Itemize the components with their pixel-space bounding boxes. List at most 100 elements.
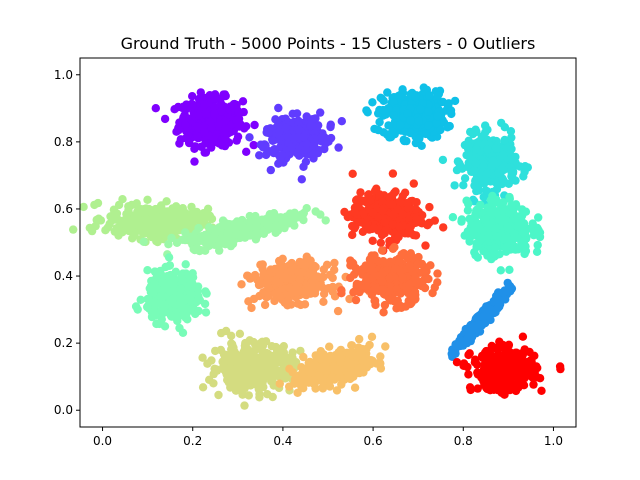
data-point bbox=[376, 238, 385, 247]
data-point bbox=[506, 282, 515, 291]
data-point bbox=[170, 105, 179, 114]
data-point bbox=[227, 339, 236, 348]
data-point bbox=[112, 209, 122, 218]
data-point bbox=[207, 143, 216, 152]
data-point bbox=[453, 157, 463, 166]
data-point bbox=[515, 162, 525, 171]
data-point bbox=[224, 223, 233, 232]
data-point bbox=[380, 300, 390, 310]
data-point bbox=[150, 279, 159, 288]
data-point bbox=[200, 127, 209, 137]
data-point bbox=[232, 136, 241, 145]
data-point bbox=[257, 368, 267, 377]
data-point bbox=[436, 125, 445, 135]
data-point bbox=[472, 206, 481, 215]
data-point bbox=[245, 133, 254, 142]
data-point bbox=[521, 228, 530, 237]
points-layer bbox=[69, 83, 565, 410]
data-point bbox=[183, 212, 193, 221]
data-point bbox=[356, 347, 366, 356]
data-point bbox=[308, 282, 317, 291]
data-point bbox=[196, 232, 206, 241]
data-point bbox=[381, 342, 390, 351]
data-point bbox=[424, 121, 433, 130]
data-point bbox=[181, 260, 190, 269]
data-point bbox=[396, 197, 405, 207]
data-point bbox=[293, 388, 302, 397]
data-point bbox=[556, 364, 565, 374]
data-point bbox=[359, 368, 368, 377]
data-point bbox=[471, 159, 480, 168]
data-point bbox=[383, 88, 392, 97]
data-point bbox=[370, 254, 379, 264]
data-point bbox=[302, 112, 311, 121]
data-point bbox=[469, 166, 478, 175]
data-point bbox=[133, 305, 142, 314]
data-point bbox=[484, 224, 493, 233]
data-point bbox=[188, 102, 197, 111]
data-point bbox=[206, 117, 215, 127]
data-point bbox=[156, 266, 165, 276]
data-point bbox=[292, 109, 302, 118]
data-point bbox=[457, 217, 466, 226]
data-point bbox=[337, 380, 346, 389]
data-point bbox=[319, 289, 329, 299]
data-point bbox=[353, 195, 362, 204]
data-point bbox=[244, 297, 253, 306]
data-point bbox=[359, 209, 368, 219]
data-point bbox=[271, 289, 280, 298]
data-point bbox=[200, 100, 209, 109]
data-point bbox=[398, 85, 407, 94]
data-point bbox=[299, 162, 308, 171]
data-point bbox=[403, 109, 412, 118]
data-point bbox=[209, 379, 218, 388]
data-point bbox=[409, 230, 418, 240]
data-point bbox=[235, 329, 245, 338]
data-point bbox=[493, 304, 502, 313]
data-point bbox=[347, 350, 356, 359]
data-point bbox=[388, 220, 397, 229]
data-point bbox=[178, 276, 188, 285]
data-point bbox=[227, 372, 236, 381]
data-point bbox=[242, 122, 251, 131]
data-point bbox=[234, 107, 243, 116]
data-point bbox=[371, 300, 380, 310]
data-point bbox=[334, 143, 343, 152]
data-point bbox=[506, 127, 516, 136]
data-point bbox=[143, 195, 152, 204]
data-point bbox=[483, 145, 492, 154]
data-point bbox=[403, 254, 413, 263]
data-point bbox=[222, 232, 232, 241]
data-point bbox=[249, 140, 258, 150]
data-point bbox=[439, 223, 448, 232]
data-point bbox=[190, 245, 199, 255]
data-point bbox=[375, 190, 384, 199]
data-point bbox=[423, 221, 432, 230]
data-point bbox=[159, 279, 168, 288]
data-point bbox=[495, 250, 504, 259]
data-point bbox=[377, 277, 387, 286]
data-point bbox=[497, 164, 507, 174]
data-point bbox=[175, 139, 184, 148]
data-point bbox=[238, 97, 248, 106]
data-point bbox=[358, 227, 368, 236]
data-point bbox=[194, 223, 203, 233]
data-point bbox=[426, 261, 435, 270]
data-point bbox=[152, 224, 162, 233]
data-point bbox=[275, 127, 284, 137]
data-point bbox=[153, 237, 162, 247]
data-point bbox=[480, 348, 490, 357]
data-point bbox=[230, 219, 239, 229]
data-point bbox=[472, 186, 481, 196]
data-point bbox=[362, 276, 371, 285]
cluster-14 bbox=[452, 332, 565, 399]
data-point bbox=[143, 294, 152, 304]
data-point bbox=[508, 236, 517, 245]
cluster-2 bbox=[362, 83, 460, 150]
data-point bbox=[480, 215, 490, 224]
data-point bbox=[385, 274, 394, 283]
data-point bbox=[481, 121, 490, 130]
data-point bbox=[452, 165, 462, 175]
cluster-10 bbox=[337, 243, 442, 317]
data-point bbox=[330, 362, 339, 372]
